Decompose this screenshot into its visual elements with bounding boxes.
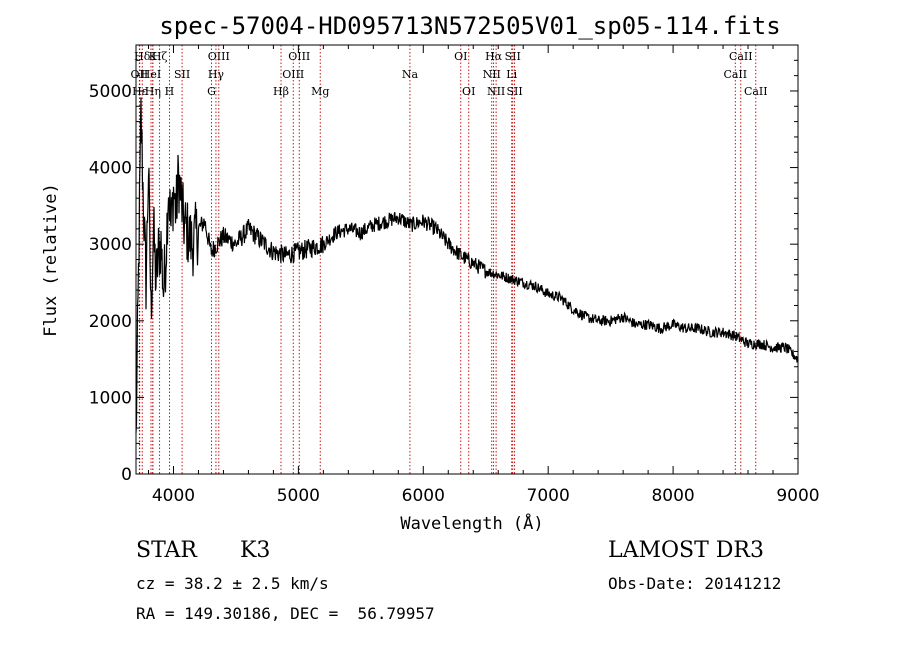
x-axis-ticks: 4000 5000 6000 7000 8000 9000	[147, 45, 820, 506]
spectral-line-label: Mg	[311, 85, 329, 98]
spectral-line-label: OII	[131, 68, 149, 81]
y-tick-label: 1000	[89, 388, 132, 408]
spectral-line-label: Na	[402, 68, 419, 81]
y-axis-ticks: 0 1000 2000 3000 4000 5000	[89, 59, 798, 485]
x-axis-label: Wavelength (Å)	[400, 512, 543, 534]
spectral-line-label: Hβ	[273, 85, 289, 98]
x-tick-label: 8000	[651, 486, 694, 506]
spectral-line-label: CaII	[723, 68, 747, 81]
x-tick-label: 6000	[402, 486, 445, 506]
y-tick-label: 2000	[89, 312, 132, 332]
y-tick-label: 5000	[89, 82, 132, 102]
spectral-line-label: NII	[483, 68, 501, 81]
y-tick-label: 3000	[89, 235, 132, 255]
spectral-line-label: Li	[506, 68, 517, 81]
x-tick-label: 5000	[277, 486, 320, 506]
spectral-line-label: SII	[506, 85, 522, 98]
spectral-line-label: OI	[454, 50, 467, 63]
spectral-line-label: OIII	[282, 68, 304, 81]
spectral-line-label: Hδ	[134, 50, 151, 63]
spectral-line-label: G	[207, 85, 216, 98]
plot-frame	[135, 44, 799, 475]
chart-title: spec-57004-HD095713N572505V01_sp05-114.f…	[159, 12, 780, 40]
spectrum-series-line	[135, 97, 799, 433]
y-axis-label: Flux (relative)	[41, 183, 61, 337]
x-tick-label: 7000	[527, 486, 570, 506]
spectral-line-label: CaII	[729, 50, 753, 63]
spectral-line-label: HeI	[141, 68, 161, 81]
spectral-line-label: Hα	[485, 50, 503, 63]
y-tick-label: 4000	[89, 159, 132, 179]
spectral-line-label: NII	[487, 85, 505, 98]
spectral-line-label: SII	[174, 68, 190, 81]
spectral-line-label: Hγ	[208, 68, 225, 81]
survey-label: LAMOST DR3	[608, 538, 764, 563]
y-tick-label: 0	[121, 465, 132, 485]
subclass-label: K3	[240, 538, 271, 563]
spectral-line-label: OIII	[208, 50, 230, 63]
spectral-line-label: Hη	[145, 85, 161, 98]
spectral-line-label: OIII	[288, 50, 310, 63]
spectral-line-label: SII	[505, 50, 521, 63]
spectral-line-label: CaII	[744, 85, 768, 98]
redshift-text: cz = 38.2 ± 2.5 km/s	[136, 574, 329, 593]
spectral-line-markers	[138, 45, 757, 474]
spectral-line-label: Hζ	[152, 50, 168, 63]
spectral-line-label: K	[149, 50, 158, 63]
spectral-line-label: H	[165, 85, 175, 98]
spectral-line-label: OI	[462, 85, 475, 98]
x-tick-label: 9000	[776, 486, 819, 506]
obs-date-text: Obs-Date: 20141212	[608, 574, 782, 593]
class-label: STAR	[136, 538, 197, 563]
coordinates-text: RA = 149.30186, DEC = 56.79957	[136, 604, 435, 623]
x-tick-label: 4000	[152, 486, 195, 506]
